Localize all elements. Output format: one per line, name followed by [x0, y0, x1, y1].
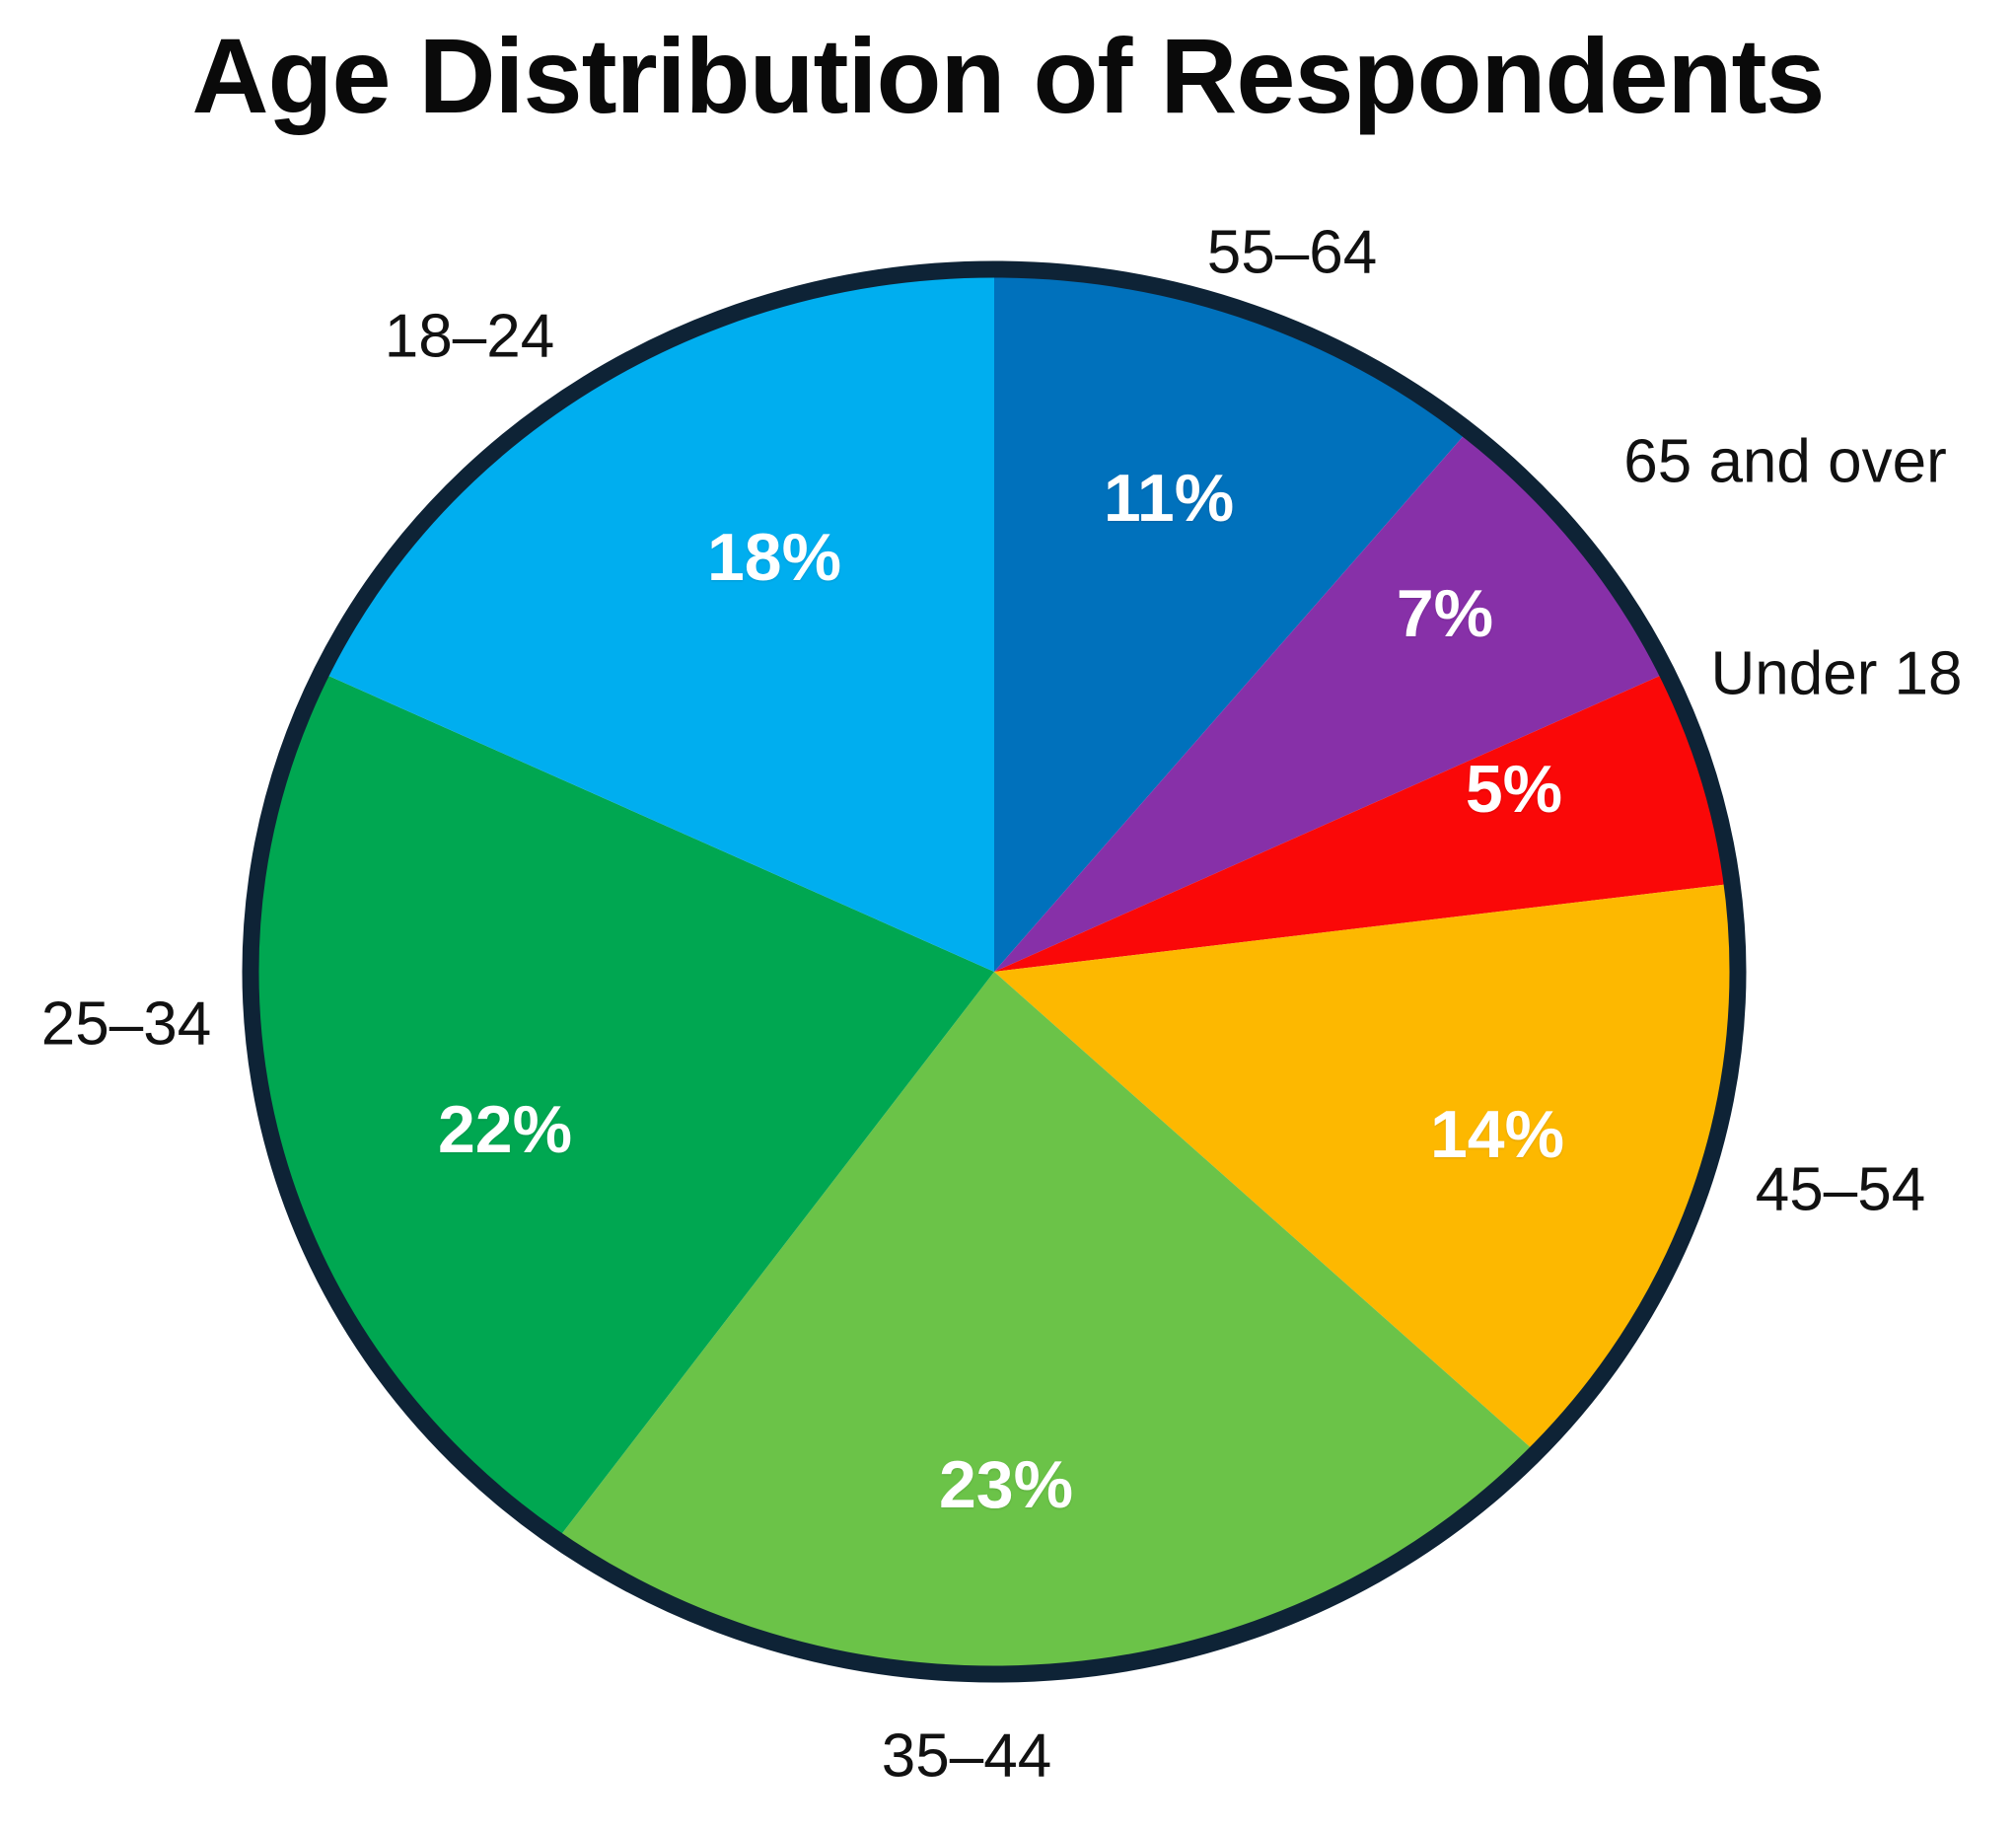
pie-outline [242, 260, 1747, 1683]
pie-slice-1 [994, 430, 1668, 972]
pie-slice-5 [251, 672, 995, 1540]
pie-slice-3 [994, 883, 1739, 1453]
pie-slice-0 [994, 269, 1469, 972]
chart-title: Age Distribution of Respondents [191, 16, 1826, 135]
pie-slice-6 [321, 269, 994, 972]
pie-slice-4 [556, 972, 1537, 1674]
pie-slice-2 [994, 672, 1733, 972]
